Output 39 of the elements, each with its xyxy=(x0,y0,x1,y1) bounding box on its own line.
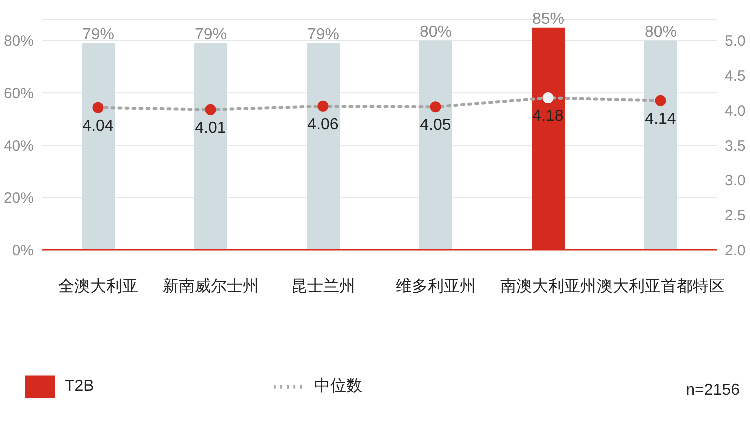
y2-tick-label: 4.0 xyxy=(725,102,746,120)
y2-tick-label: 5.0 xyxy=(725,33,746,50)
y2-tick-label: 2.0 xyxy=(725,242,746,260)
data-label: 4.06 xyxy=(308,116,339,134)
point xyxy=(430,102,442,113)
y-tick-label: 40% xyxy=(4,138,34,155)
y-tick-label: 0% xyxy=(12,242,34,260)
data-label: 4.14 xyxy=(645,110,676,128)
x-tick-label: 新南威尔士州 xyxy=(162,277,259,296)
point xyxy=(205,104,216,116)
y-tick-label: 20% xyxy=(4,190,34,208)
data-label: 79% xyxy=(194,26,228,44)
y-tick-label: 60% xyxy=(4,86,34,103)
y2-tick-label: 3.0 xyxy=(725,172,746,190)
x-tick-label: 澳大利亚首都特区 xyxy=(596,277,725,296)
legend-label: T2B xyxy=(65,378,94,396)
data-label: 4.04 xyxy=(82,118,114,135)
point xyxy=(318,100,329,112)
legend-label: 中位数 xyxy=(314,378,362,396)
data-label: 4.01 xyxy=(195,120,226,137)
x-tick-label: 南澳大利亚州 xyxy=(500,277,596,296)
data-label: 79% xyxy=(82,26,115,44)
text: n=2156 xyxy=(686,382,740,400)
x-tick-label: 维多利亚州 xyxy=(396,277,476,296)
data-label: 79% xyxy=(307,26,340,44)
data-label: 85% xyxy=(532,10,565,28)
point xyxy=(542,92,554,104)
data-label: 80% xyxy=(420,24,452,41)
data-label: 4.18 xyxy=(532,108,564,126)
point xyxy=(92,102,104,114)
data-label: 80% xyxy=(644,24,678,41)
data-label: 4.05 xyxy=(420,117,452,134)
y2-tick-label: 4.5 xyxy=(725,68,746,86)
y2-tick-label: 3.5 xyxy=(725,138,746,155)
y2-tick-label: 2.5 xyxy=(725,207,746,224)
y-tick-label: 80% xyxy=(4,33,34,50)
point xyxy=(655,95,666,106)
x-tick-label: 昆士兰州 xyxy=(291,277,356,296)
x-tick-label: 全澳大利亚 xyxy=(58,277,138,296)
